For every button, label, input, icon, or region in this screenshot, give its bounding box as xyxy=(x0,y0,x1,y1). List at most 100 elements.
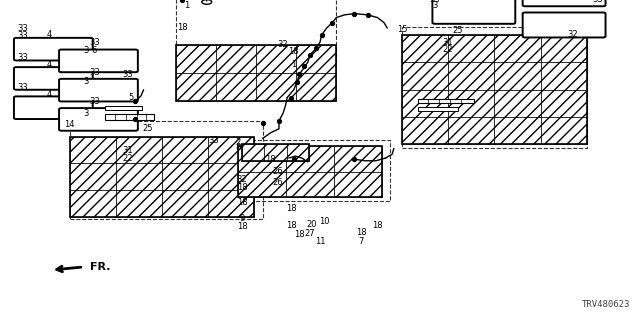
Bar xyxy=(116,137,162,163)
Text: 18: 18 xyxy=(289,47,299,56)
FancyBboxPatch shape xyxy=(14,67,93,90)
Text: 33: 33 xyxy=(17,83,28,92)
Text: 18: 18 xyxy=(356,228,366,237)
Text: 33: 33 xyxy=(122,70,132,79)
Bar xyxy=(238,140,390,201)
Bar xyxy=(296,73,337,101)
Text: 3: 3 xyxy=(83,109,89,118)
FancyBboxPatch shape xyxy=(523,0,605,6)
Text: 4: 4 xyxy=(47,30,52,39)
Bar xyxy=(162,163,208,190)
FancyArrowPatch shape xyxy=(57,266,81,272)
Bar xyxy=(238,146,381,197)
Bar xyxy=(238,172,286,197)
Text: 32: 32 xyxy=(278,40,289,49)
Bar xyxy=(208,163,254,190)
Text: 32: 32 xyxy=(237,175,248,184)
Text: 33: 33 xyxy=(429,0,440,4)
Bar xyxy=(208,137,254,163)
Bar xyxy=(296,45,337,73)
FancyBboxPatch shape xyxy=(59,50,138,72)
FancyBboxPatch shape xyxy=(14,38,93,60)
Text: 25: 25 xyxy=(452,26,463,35)
Bar xyxy=(541,35,587,62)
Bar xyxy=(105,114,154,120)
Text: 18: 18 xyxy=(237,183,248,192)
FancyBboxPatch shape xyxy=(59,108,138,131)
Bar xyxy=(216,73,257,101)
Text: 33: 33 xyxy=(592,0,603,4)
Text: 20: 20 xyxy=(307,220,317,229)
Bar xyxy=(402,35,587,144)
Bar xyxy=(287,144,309,161)
Text: 33: 33 xyxy=(17,24,28,33)
Bar xyxy=(70,163,116,190)
Text: 18: 18 xyxy=(237,222,248,231)
Bar xyxy=(116,163,162,190)
Bar xyxy=(448,35,494,62)
Bar xyxy=(70,137,116,163)
Bar xyxy=(177,73,216,101)
Bar xyxy=(541,62,587,90)
Text: TRV480623: TRV480623 xyxy=(582,300,630,309)
Bar xyxy=(286,146,333,172)
Text: 33: 33 xyxy=(208,136,219,145)
Bar xyxy=(494,117,541,144)
Text: 18: 18 xyxy=(286,221,296,230)
Bar xyxy=(177,0,337,62)
Text: 22: 22 xyxy=(122,154,132,163)
Text: 33: 33 xyxy=(89,38,100,47)
Bar xyxy=(402,90,448,117)
Text: 18: 18 xyxy=(294,230,305,239)
FancyBboxPatch shape xyxy=(433,0,515,24)
Bar xyxy=(333,172,381,197)
Text: 18: 18 xyxy=(177,23,188,32)
Bar xyxy=(162,190,208,217)
Text: 6: 6 xyxy=(92,46,97,55)
Text: 26: 26 xyxy=(272,167,283,176)
Text: 9: 9 xyxy=(239,214,244,223)
Bar xyxy=(162,137,208,163)
Text: 25: 25 xyxy=(143,124,153,133)
Text: 1: 1 xyxy=(291,60,296,69)
Text: 14: 14 xyxy=(65,120,75,129)
Text: 3: 3 xyxy=(83,46,89,55)
Bar xyxy=(402,117,448,144)
Bar xyxy=(448,117,494,144)
Bar xyxy=(116,190,162,217)
Text: 7: 7 xyxy=(358,237,364,246)
Text: 32: 32 xyxy=(568,30,578,39)
Bar xyxy=(286,172,333,197)
Text: 15: 15 xyxy=(397,25,407,34)
Bar xyxy=(402,62,448,90)
Text: 18: 18 xyxy=(286,204,296,213)
Bar xyxy=(541,117,587,144)
FancyBboxPatch shape xyxy=(523,12,605,37)
Bar xyxy=(402,27,587,148)
Bar xyxy=(333,146,381,172)
Bar xyxy=(494,35,541,62)
Bar xyxy=(242,144,309,161)
Bar xyxy=(70,137,254,217)
Bar xyxy=(242,144,264,161)
Text: 4: 4 xyxy=(47,90,52,99)
Bar xyxy=(541,90,587,117)
Bar xyxy=(257,73,296,101)
Text: 31: 31 xyxy=(122,146,132,155)
Text: 2: 2 xyxy=(236,138,241,147)
Bar xyxy=(105,106,142,110)
Text: FR.: FR. xyxy=(90,262,111,272)
Text: 5: 5 xyxy=(129,93,134,102)
Bar xyxy=(177,45,337,101)
Text: 1: 1 xyxy=(184,1,189,10)
Text: 27: 27 xyxy=(305,229,316,238)
Text: 10: 10 xyxy=(319,217,330,226)
Bar xyxy=(216,45,257,73)
Text: 3: 3 xyxy=(83,77,89,86)
Text: 18: 18 xyxy=(372,221,383,230)
Text: 18: 18 xyxy=(237,198,248,207)
Bar xyxy=(177,45,216,73)
Bar xyxy=(264,144,287,161)
FancyBboxPatch shape xyxy=(59,79,138,101)
Bar xyxy=(257,45,296,73)
